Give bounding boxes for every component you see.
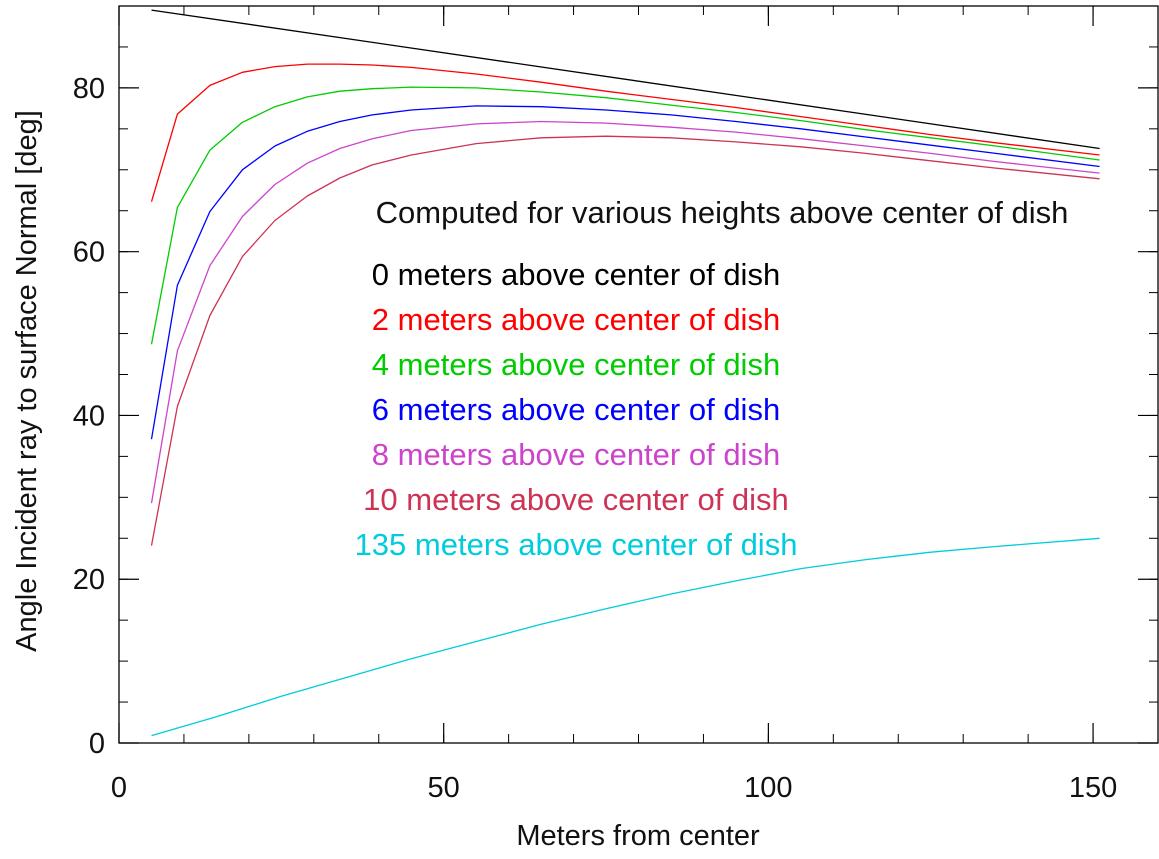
legend-entry-1: 2 meters above center of dish: [372, 302, 780, 337]
series-lines: [150, 9, 1100, 737]
y-axis-label: Angle Incident ray to surface Normal [de…: [11, 110, 43, 652]
legend-entry-2: 4 meters above center of dish: [372, 347, 780, 382]
series-line-2: [150, 86, 1100, 345]
series-line-4: [150, 120, 1100, 504]
y-tick-label: 40: [73, 400, 105, 432]
legend-entry-5: 10 meters above center of dish: [363, 482, 789, 517]
chart-annotation: Computed for various heights above cente…: [376, 195, 1069, 230]
x-tick-label: 100: [744, 772, 792, 804]
legend-entry-4: 8 meters above center of dish: [372, 437, 780, 472]
y-tick-label: 20: [73, 564, 105, 596]
series-line-1: [150, 63, 1100, 202]
y-tick-label: 0: [89, 728, 105, 760]
y-tick-label: 60: [73, 237, 105, 269]
x-axis-label: Meters from center: [516, 820, 760, 852]
legend: 0 meters above center of dish 2 meters ab…: [355, 257, 798, 562]
series-line-5: [150, 135, 1100, 546]
axes: 0 50 100 150 0 20 40 60 80: [73, 5, 1159, 804]
legend-entry-3: 6 meters above center of dish: [372, 392, 780, 427]
y-tick-label: 80: [73, 73, 105, 105]
series-line-3: [150, 105, 1100, 440]
x-tick-label: 150: [1069, 772, 1117, 804]
series-line-6: [151, 537, 1100, 737]
x-tick-label: 50: [428, 772, 460, 804]
x-tick-label: 0: [111, 772, 127, 804]
legend-entry-6: 135 meters above center of dish: [355, 527, 798, 562]
series-line-0: [151, 9, 1100, 150]
legend-entry-0: 0 meters above center of dish: [372, 257, 780, 292]
